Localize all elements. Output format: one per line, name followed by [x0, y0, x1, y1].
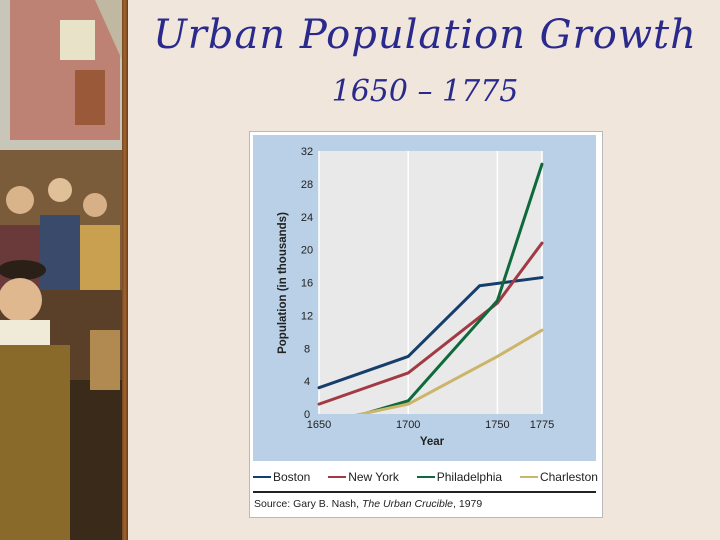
x-tick-label: 1775 — [530, 419, 554, 431]
y-tick-label: 4 — [304, 376, 310, 388]
y-tick-label: 0 — [304, 409, 310, 421]
y-tick-label: 8 — [304, 343, 310, 355]
x-tick-label: 1650 — [307, 419, 331, 431]
vertical-divider — [122, 0, 128, 540]
legend-label-philadelphia: Philadelphia — [436, 470, 503, 484]
crowd-illustration-icon — [0, 0, 122, 540]
legend-label-new-york: New York — [348, 470, 399, 484]
x-tick-label: 1750 — [485, 419, 509, 431]
legend-label-charleston: Charleston — [539, 470, 598, 484]
series-line-boston — [317, 276, 544, 390]
legend-swatch-boston — [253, 476, 271, 478]
source-suffix: , 1979 — [453, 498, 483, 510]
legend-swatch-philadelphia — [416, 476, 435, 478]
legend-item-boston: Boston — [253, 470, 310, 484]
series-line-charleston — [354, 328, 544, 414]
y-tick-label: 28 — [301, 179, 313, 191]
y-axis-label: Population (in thousands) — [277, 212, 289, 354]
y-tick-label: 12 — [301, 310, 313, 322]
slide-subtitle: 1650 – 1775 — [331, 74, 519, 109]
legend-item-charleston: Charleston — [519, 470, 598, 484]
source-note: Source: Gary B. Nash, The Urban Crucible… — [254, 498, 599, 510]
source-prefix: Source: Gary B. Nash, — [254, 498, 362, 510]
legend-divider — [253, 491, 596, 493]
legend-item-new-york: New York — [328, 470, 399, 484]
legend-swatch-charleston — [519, 476, 538, 478]
x-tick-label: 1700 — [396, 419, 420, 431]
source-work: The Urban Crucible — [361, 498, 454, 510]
y-tick-label: 20 — [301, 245, 313, 257]
legend: Boston New York Philadelphia Charleston — [253, 466, 598, 488]
legend-item-philadelphia: Philadelphia — [416, 470, 503, 484]
legend-swatch-new-york — [328, 476, 347, 478]
side-illustration — [0, 0, 122, 540]
slide-title: Urban Population Growth — [153, 12, 697, 58]
legend-label-boston: Boston — [273, 470, 311, 484]
series-line-new-york — [317, 241, 544, 406]
y-tick-label: 32 — [301, 146, 313, 158]
y-tick-label: 16 — [301, 278, 313, 290]
y-tick-label: 24 — [301, 212, 313, 224]
x-axis-label: Year — [420, 436, 445, 448]
